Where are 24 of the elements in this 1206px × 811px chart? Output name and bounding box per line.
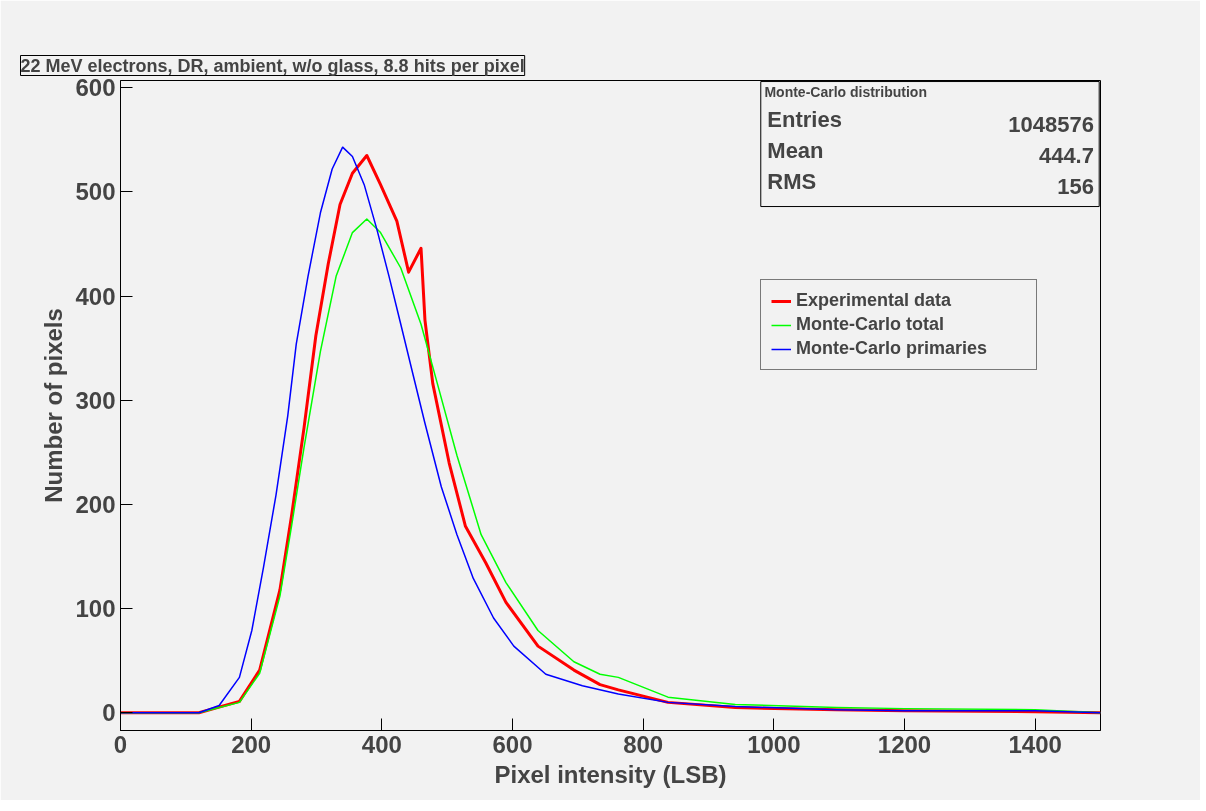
x-axis-title: Pixel intensity (LSB) [494,760,727,788]
text: Entries 1048576 [767,106,1094,137]
text: RMS 156 [767,169,1094,200]
y-tick-label: 600 [75,74,116,102]
y-tick-label: 400 [75,282,116,310]
annotation: Monte-Carlo distribution [764,84,927,101]
legend-label: Monte-Carlo primaries [796,338,989,359]
x-tick-label: 600 [492,730,533,758]
y-tick-label: 200 [75,490,116,518]
x-tick-label: 800 [623,730,664,758]
x-tick-label: 200 [231,730,272,758]
x-tick-label: 400 [361,730,402,758]
text: Mean 444.7 [767,137,1094,168]
x-tick-label: 1000 [747,730,801,758]
y-tick-label: 300 [75,386,116,414]
x-tick-label: 1200 [877,730,932,758]
y-tick-label: 500 [75,178,116,206]
x-tick-label: 1400 [1008,730,1062,758]
y-tick-label: 0 [102,699,116,727]
legend-label: Experimental data [796,290,953,311]
chart-title: 22 MeV electrons, DR, ambient, w/o glass, 8.8 hits per pixel [20,55,525,76]
y-axis-title: Number of pixels [40,308,68,503]
legend-label: Monte-Carlo total [796,314,945,335]
y-tick-label: 100 [75,595,116,623]
